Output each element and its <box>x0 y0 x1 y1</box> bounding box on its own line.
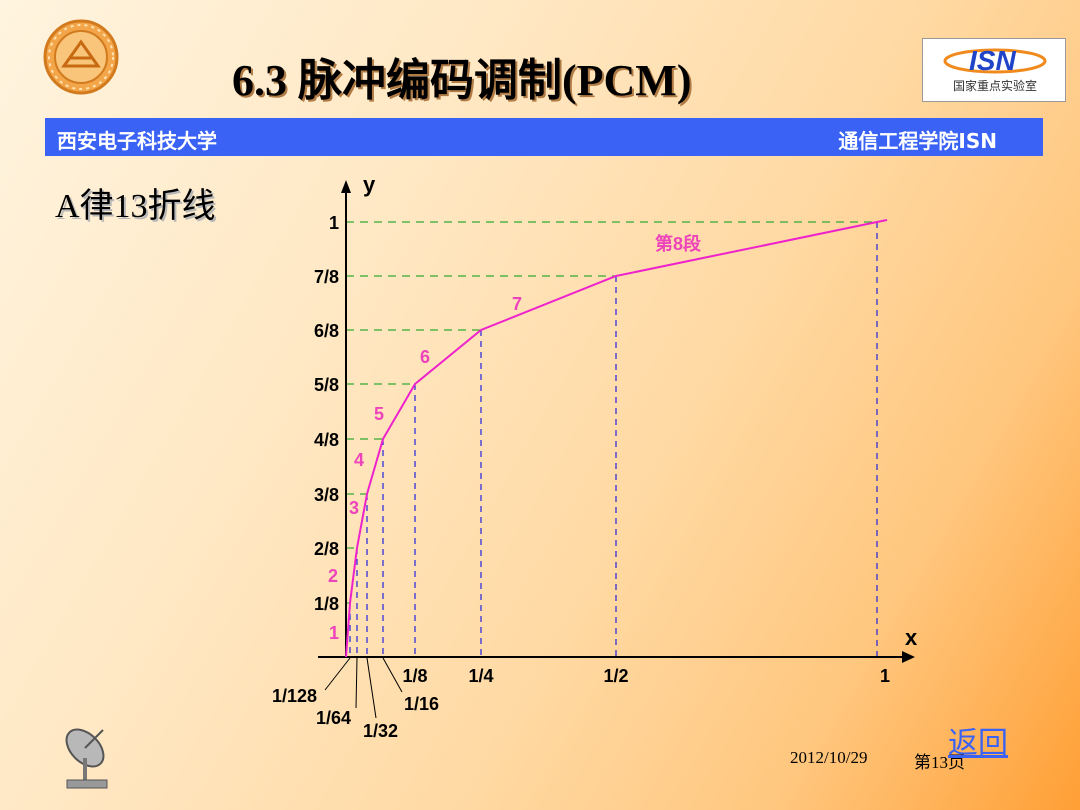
x-tick-label: 1/128 <box>272 686 317 706</box>
y-tick-label: 6/8 <box>314 321 339 341</box>
y-tick-label: 4/8 <box>314 430 339 450</box>
x-tick-label: 1/8 <box>402 666 427 686</box>
y-tick-label: 3/8 <box>314 485 339 505</box>
segment-label: 2 <box>328 566 338 586</box>
return-link[interactable]: 返回 <box>948 726 1008 761</box>
isn-logo-icon: ISN <box>943 45 1047 76</box>
segment-label: 5 <box>374 404 384 424</box>
y-axis-label: y <box>363 172 376 197</box>
y-tick-label: 2/8 <box>314 539 339 559</box>
department-name: 通信工程学院ISN <box>838 129 997 153</box>
satellite-dish-icon <box>65 728 108 789</box>
segment-label: 1 <box>329 623 339 643</box>
segment-label: 6 <box>420 347 430 367</box>
svg-text:ISN: ISN <box>969 45 1016 76</box>
x-axis-label: x <box>905 625 918 650</box>
footer-page-number: 第13页 <box>914 753 965 772</box>
header-bar: 西安电子科技大学 通信工程学院ISN <box>45 118 1043 156</box>
a-law-curve <box>345 219 888 658</box>
tick-leader-line <box>382 657 403 693</box>
footer-date: 2012/10/29 <box>790 748 868 767</box>
tick-leader-line <box>355 657 358 709</box>
isn-logo: ISN 国家重点实验室 <box>922 38 1066 102</box>
segment-label: 7 <box>512 294 522 314</box>
y-tick-label: 5/8 <box>314 375 339 395</box>
slide-subtitle: A律13折线 <box>55 188 216 225</box>
university-seal-icon <box>43 19 119 95</box>
segment-label: 3 <box>349 498 359 518</box>
x-tick-label: 1/2 <box>603 666 628 686</box>
page-title: 6.3 脉冲编码调制(PCM) <box>232 56 692 105</box>
x-tick-label: 1 <box>880 666 890 686</box>
x-tick-label: 1/16 <box>404 694 439 714</box>
x-tick-label: 1/32 <box>363 721 398 741</box>
x-axis-arrow <box>902 651 915 663</box>
tick-leader-line <box>366 657 377 719</box>
lab-logo-text: 国家重点实验室 <box>953 79 1038 93</box>
segment-label: 4 <box>354 450 364 470</box>
tick-leader-line <box>324 657 351 691</box>
y-tick-label: 1/8 <box>314 594 339 614</box>
x-tick-label: 1/4 <box>468 666 493 686</box>
university-name: 西安电子科技大学 <box>57 129 217 153</box>
segment-label: 第8段 <box>655 233 702 254</box>
y-tick-label: 7/8 <box>314 267 339 287</box>
y-axis-arrow <box>341 180 351 193</box>
y-tick-label: 1 <box>329 213 339 233</box>
x-tick-label: 1/64 <box>316 708 351 728</box>
